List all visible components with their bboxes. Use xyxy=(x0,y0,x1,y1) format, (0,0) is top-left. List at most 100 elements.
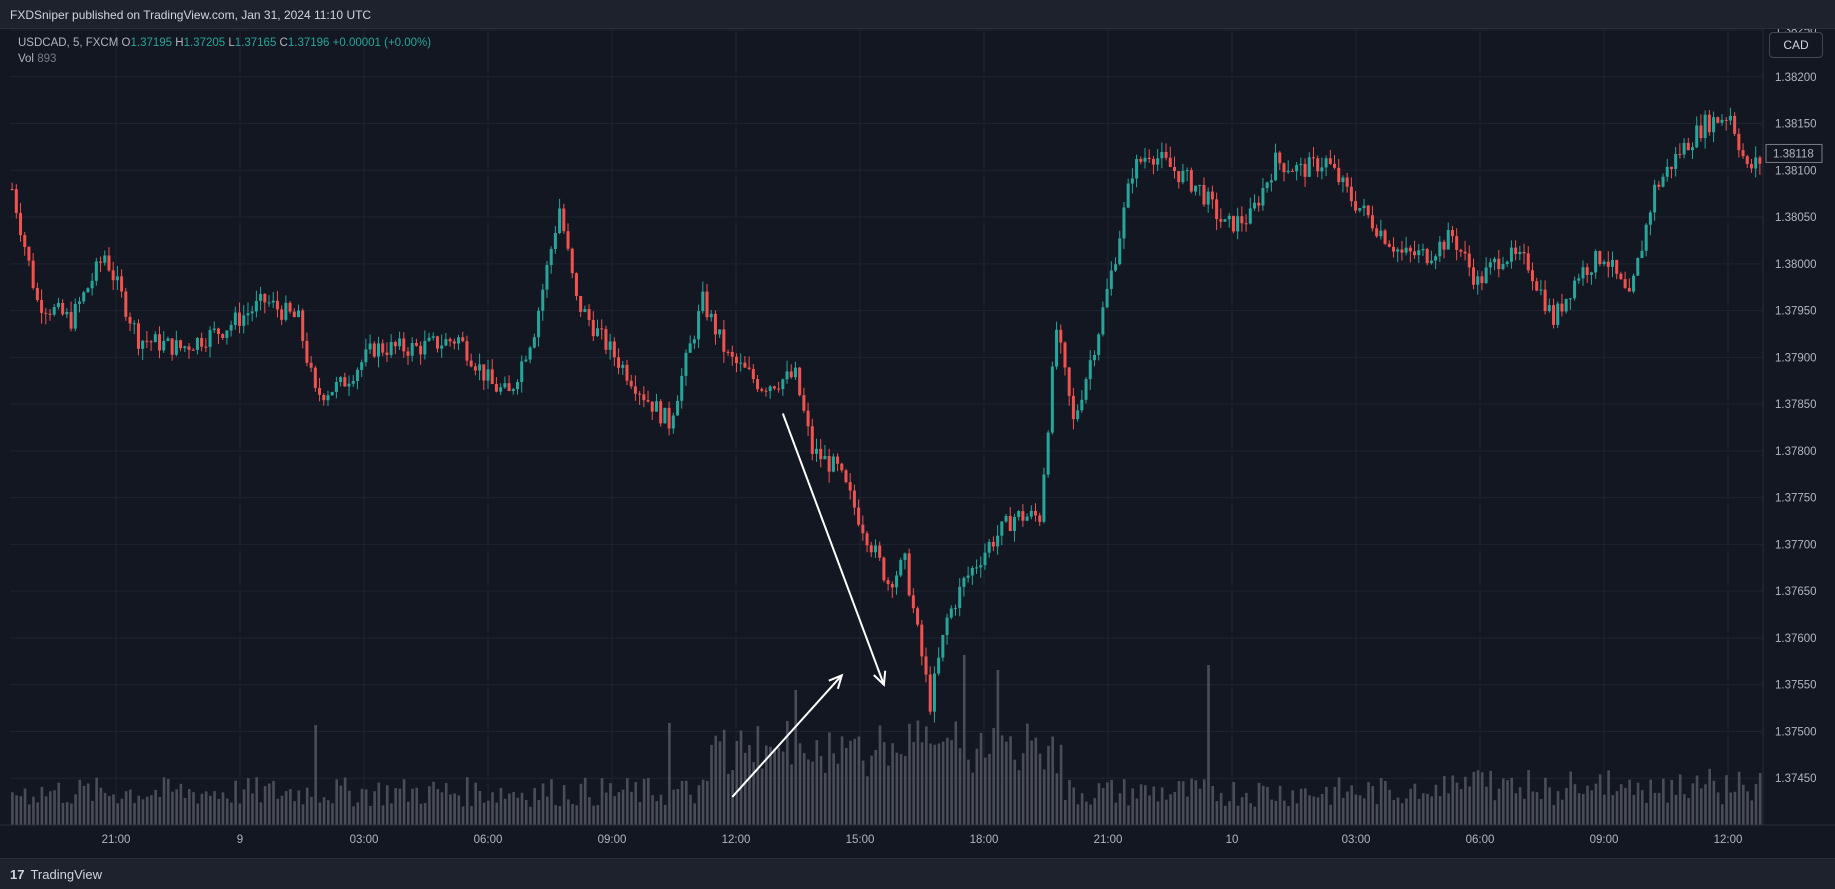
volume-bar xyxy=(124,791,128,825)
time-axis[interactable]: 21:00 9 03:00 06:00 09:00 12:00 15:00 18:00 21:0… xyxy=(0,824,1835,846)
volume-bar xyxy=(1657,792,1661,825)
candle-body xyxy=(233,312,237,325)
volume-bar xyxy=(487,800,490,825)
candle-body xyxy=(701,291,705,312)
candle-body xyxy=(819,448,823,460)
volume-bar xyxy=(263,786,267,825)
volume-bar xyxy=(234,780,237,825)
volume-bar xyxy=(301,804,305,825)
candle-body xyxy=(886,580,890,584)
candle-body xyxy=(149,341,153,343)
candle-body xyxy=(10,189,14,190)
volume-bar xyxy=(1624,787,1627,825)
volume-bar xyxy=(925,726,928,825)
volume-bar xyxy=(1076,804,1080,825)
candle-body xyxy=(1547,305,1551,312)
volume-bar xyxy=(1434,784,1438,825)
volume-bar xyxy=(217,799,221,825)
currency-button[interactable]: CAD xyxy=(1769,32,1823,58)
candle-body xyxy=(633,386,637,394)
candle-body xyxy=(1168,157,1172,167)
candle-body xyxy=(1552,305,1556,325)
volume-bar xyxy=(53,790,56,825)
candle-body xyxy=(1632,275,1636,292)
volume-bar xyxy=(23,788,27,825)
candle-body xyxy=(440,345,444,349)
price-tick-label: 1.37650 xyxy=(1775,586,1817,598)
legend-symbol[interactable]: USDCAD, 5, FXCM xyxy=(18,37,119,49)
candle-body xyxy=(1055,329,1059,367)
candle-body xyxy=(494,383,498,392)
volume-bar xyxy=(1548,787,1551,825)
volume-bar xyxy=(937,743,941,825)
volume-bar xyxy=(390,803,393,825)
candle-body xyxy=(1236,216,1240,232)
price-axis[interactable]: 1.382501.382001.381501.381001.380501.380… xyxy=(1762,25,1823,825)
candle-body xyxy=(179,340,183,349)
volume-bar xyxy=(823,772,827,825)
volume-bar xyxy=(794,690,798,825)
volume-bar xyxy=(1291,790,1295,825)
annotation-arrow-line[interactable] xyxy=(781,413,885,686)
chart-legend: USDCAD, 5, FXCM O1.37195 H1.37205 L1.371… xyxy=(18,35,431,67)
volume-bar xyxy=(634,782,638,825)
candle-body xyxy=(1038,515,1042,522)
volume-bar xyxy=(1560,799,1564,825)
candle-body xyxy=(591,320,595,337)
candle-body xyxy=(1354,201,1358,211)
candle-body xyxy=(1455,236,1459,250)
annotation-arrow-head xyxy=(828,673,844,690)
volume-bar xyxy=(710,744,713,825)
candle-body xyxy=(1333,163,1337,168)
candle-body xyxy=(1535,281,1539,291)
price-tick-label: 1.37500 xyxy=(1775,726,1817,738)
candle-body xyxy=(1139,158,1143,162)
volume-bar xyxy=(1725,775,1728,825)
volume-bar xyxy=(1295,803,1299,825)
volume-bar xyxy=(91,800,94,825)
candle-body xyxy=(785,371,789,380)
volume-bar xyxy=(377,782,381,825)
candle-body xyxy=(1278,152,1282,164)
candle-body xyxy=(1362,205,1366,209)
candle-body xyxy=(1017,511,1021,517)
volume-bar xyxy=(40,786,44,825)
candle-body xyxy=(1320,167,1324,172)
time-tick-label: 9 xyxy=(237,834,243,846)
volume-bar xyxy=(1611,795,1615,825)
volume-bar xyxy=(1114,802,1118,825)
candle-body xyxy=(1421,249,1425,251)
candle-body xyxy=(831,456,835,472)
tradingview-brand[interactable]: 17 TradingView xyxy=(10,867,102,882)
volume-bar xyxy=(1586,785,1589,825)
volume-bar xyxy=(676,788,680,825)
volume-bar xyxy=(1472,771,1476,825)
volume-bar xyxy=(613,796,616,825)
volume-bar xyxy=(11,792,14,825)
volume-bar xyxy=(432,781,435,825)
candle-body xyxy=(629,380,633,387)
volume-bar xyxy=(280,795,284,825)
volume-bar xyxy=(1026,723,1029,825)
volume-bar xyxy=(373,791,376,825)
volume-bar xyxy=(1577,793,1581,825)
volume-bar xyxy=(1354,794,1358,825)
candle-body xyxy=(246,313,250,316)
annotation-arrow-line[interactable] xyxy=(731,674,843,798)
candle-body xyxy=(878,545,882,558)
candle-body xyxy=(1564,298,1568,312)
volume-bar xyxy=(1219,793,1223,825)
candle-body xyxy=(979,565,983,568)
volume-bar xyxy=(849,740,852,825)
candle-body xyxy=(19,212,23,236)
legend-change: +0.00001 (+0.00%) xyxy=(332,37,432,49)
candle-body xyxy=(1636,258,1640,276)
candle-body xyxy=(1585,267,1589,275)
volume-bar xyxy=(154,789,157,825)
legend-volume-label[interactable]: Vol xyxy=(18,53,34,65)
volume-bar xyxy=(1704,784,1707,825)
volume-bar xyxy=(356,802,360,825)
volume-bar xyxy=(331,803,334,825)
last-price-tag xyxy=(1765,143,1823,163)
